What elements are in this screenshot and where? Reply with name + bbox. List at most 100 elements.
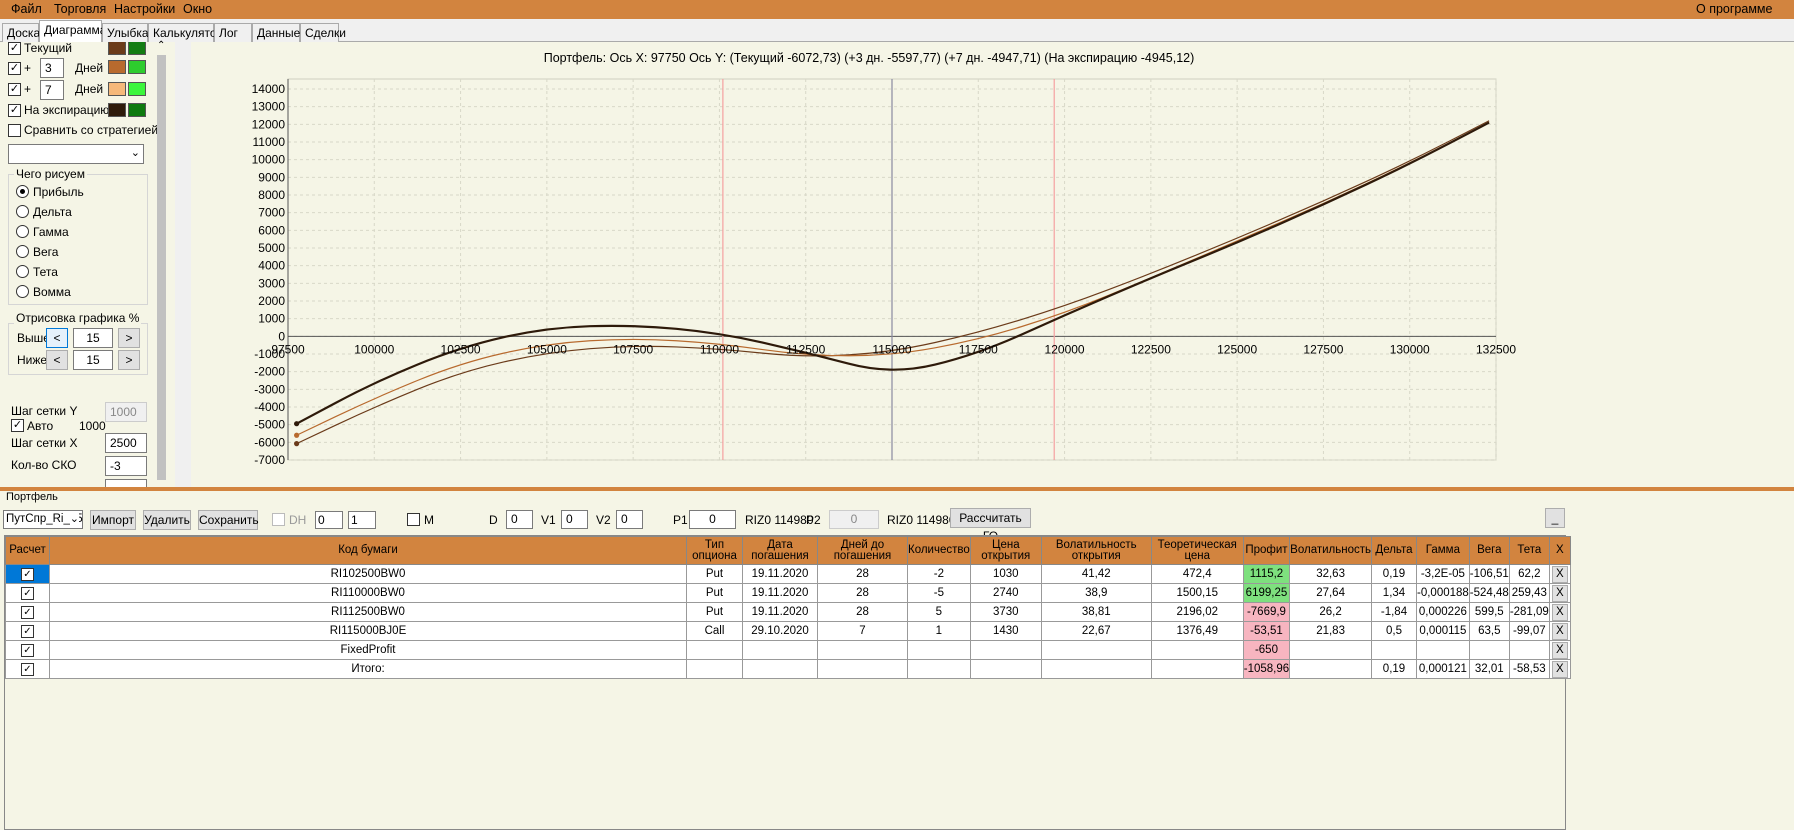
- row-delete-button[interactable]: X: [1551, 622, 1568, 640]
- row-calc-cell[interactable]: ✓: [5, 564, 50, 584]
- radio-delta[interactable]: [16, 205, 29, 218]
- expiration-checkbox[interactable]: ✓: [8, 104, 21, 117]
- tab-log[interactable]: Лог: [214, 23, 252, 42]
- cell-type[interactable]: [686, 640, 743, 660]
- header-calc[interactable]: Расчет: [5, 536, 50, 565]
- cell-gamma[interactable]: [1416, 640, 1470, 660]
- cell-open-vol[interactable]: 38,81: [1040, 602, 1152, 622]
- cell-gamma[interactable]: 0,000226: [1416, 602, 1470, 622]
- grid-y-input[interactable]: 1000: [105, 402, 147, 422]
- header-profit[interactable]: Профит: [1242, 536, 1291, 565]
- table-row[interactable]: ✓ Итого: -1058,96 0,19 0,000121 32,01 -58,53 X: [5, 659, 1571, 679]
- p2-input[interactable]: 0: [829, 510, 879, 529]
- p1-input[interactable]: 0: [689, 510, 736, 529]
- auto-checkbox[interactable]: ✓: [11, 419, 24, 432]
- cell-type[interactable]: Put: [686, 602, 743, 622]
- radio-vomma[interactable]: [16, 285, 29, 298]
- table-row[interactable]: ✓ RI115000BJ0E Call 29.10.2020 7 1 1430 22,67 13…: [5, 621, 1571, 641]
- cell-expiry[interactable]: [742, 659, 818, 679]
- row-calc-cell[interactable]: ✓: [5, 640, 50, 660]
- expiration-color-swatch[interactable]: [108, 103, 126, 117]
- cell-days[interactable]: [817, 659, 908, 679]
- menu-about[interactable]: О программе: [1696, 2, 1773, 16]
- header-x[interactable]: X: [1548, 536, 1571, 565]
- plus3-days-input[interactable]: 3: [40, 58, 64, 78]
- cell-delta[interactable]: -1,84: [1371, 602, 1417, 622]
- tab-deals[interactable]: Сделки: [300, 23, 346, 42]
- cell-code[interactable]: RI102500BW0: [49, 564, 687, 584]
- cell-profit[interactable]: 1115,2: [1242, 564, 1291, 584]
- header-vol[interactable]: Волатильность: [1289, 536, 1372, 565]
- cell-days[interactable]: 28: [817, 564, 908, 584]
- row-calc-cell[interactable]: ✓: [5, 583, 50, 603]
- tab-smile[interactable]: Улыбка: [102, 23, 149, 42]
- cell-vol[interactable]: 32,63: [1289, 564, 1372, 584]
- row-calc-checkbox[interactable]: ✓: [21, 586, 34, 600]
- m-checkbox[interactable]: [407, 513, 420, 526]
- tab-diagram[interactable]: Диаграмма: [39, 20, 106, 42]
- below-decrease-button[interactable]: <: [46, 350, 68, 370]
- spin2-input[interactable]: 1: [348, 511, 376, 529]
- cell-vega[interactable]: 32,01: [1468, 659, 1510, 679]
- grid-x-input[interactable]: 2500: [105, 433, 147, 453]
- cell-expiry[interactable]: 29.10.2020: [742, 621, 818, 641]
- header-gamma[interactable]: Гамма: [1416, 536, 1470, 565]
- cell-code[interactable]: RI115000BJ0E: [49, 621, 687, 641]
- tab-data[interactable]: Данные: [252, 23, 300, 42]
- cell-expiry[interactable]: [742, 640, 818, 660]
- cell-theta[interactable]: -58,53: [1508, 659, 1550, 679]
- above-decrease-button[interactable]: <: [46, 328, 68, 348]
- cell-open-vol[interactable]: 38,9: [1040, 583, 1152, 603]
- plus3-color-swatch[interactable]: [108, 60, 126, 74]
- cell-open-price[interactable]: 3730: [969, 602, 1042, 622]
- cell-qty[interactable]: 1: [907, 621, 971, 641]
- cell-type[interactable]: Call: [686, 621, 743, 641]
- expiration-color-swatch-2[interactable]: [128, 103, 146, 117]
- cell-theta[interactable]: -281,09: [1508, 602, 1550, 622]
- header-theo-price[interactable]: Теоретическая цена: [1150, 536, 1244, 565]
- cell-delta[interactable]: 0,5: [1371, 621, 1417, 641]
- radio-gamma[interactable]: [16, 225, 29, 238]
- tab-calculator[interactable]: Калькулятор: [148, 23, 223, 42]
- cell-profit[interactable]: -7669,9: [1242, 602, 1291, 622]
- cell-delta[interactable]: [1371, 640, 1417, 660]
- cell-theo-price[interactable]: [1150, 659, 1244, 679]
- row-delete-button[interactable]: X: [1551, 565, 1568, 583]
- v1-input[interactable]: 0: [561, 510, 588, 529]
- cell-profit[interactable]: 6199,25: [1242, 583, 1291, 603]
- row-calc-checkbox[interactable]: ✓: [21, 605, 34, 619]
- row-delete-button[interactable]: X: [1551, 603, 1568, 621]
- plus7-color-swatch[interactable]: [108, 82, 126, 96]
- sko-input[interactable]: -3: [105, 456, 147, 476]
- row-calc-checkbox[interactable]: ✓: [21, 624, 34, 638]
- cell-type[interactable]: [686, 659, 743, 679]
- plus3-color-swatch-2[interactable]: [128, 60, 146, 74]
- cell-type[interactable]: Put: [686, 583, 743, 603]
- cell-qty[interactable]: -5: [907, 583, 971, 603]
- cell-theo-price[interactable]: [1150, 640, 1244, 660]
- splitter[interactable]: [0, 487, 1794, 491]
- cell-open-price[interactable]: 1430: [969, 621, 1042, 641]
- scroll-up-icon[interactable]: ⌃: [157, 40, 166, 51]
- cell-delta[interactable]: 0,19: [1371, 564, 1417, 584]
- cell-delta[interactable]: 1,34: [1371, 583, 1417, 603]
- plus7-days-input[interactable]: 7: [40, 80, 64, 100]
- minimize-button[interactable]: _: [1545, 508, 1565, 528]
- cell-vol[interactable]: [1289, 640, 1372, 660]
- row-calc-checkbox[interactable]: ✓: [21, 643, 34, 657]
- cell-gamma[interactable]: -3,2E-05: [1416, 564, 1470, 584]
- cell-open-vol[interactable]: 41,42: [1040, 564, 1152, 584]
- header-theta[interactable]: Тета: [1508, 536, 1550, 565]
- current-checkbox[interactable]: ✓: [8, 42, 21, 55]
- cell-qty[interactable]: [907, 659, 971, 679]
- cell-open-price[interactable]: [969, 640, 1042, 660]
- cell-vol[interactable]: 21,83: [1289, 621, 1372, 641]
- cell-vega[interactable]: -524,48: [1468, 583, 1510, 603]
- cell-code[interactable]: FixedProfit: [49, 640, 687, 660]
- cell-days[interactable]: 28: [817, 602, 908, 622]
- row-calc-cell[interactable]: ✓: [5, 621, 50, 641]
- table-row[interactable]: ✓ RI110000BW0 Put 19.11.2020 28 -5 2740 38,9 150…: [5, 583, 1571, 603]
- table-row[interactable]: ✓ RI112500BW0 Put 19.11.2020 28 5 3730 38,81 219…: [5, 602, 1571, 622]
- header-delta[interactable]: Дельта: [1371, 536, 1417, 565]
- calc-go-button[interactable]: Рассчитать ГО: [950, 508, 1031, 543]
